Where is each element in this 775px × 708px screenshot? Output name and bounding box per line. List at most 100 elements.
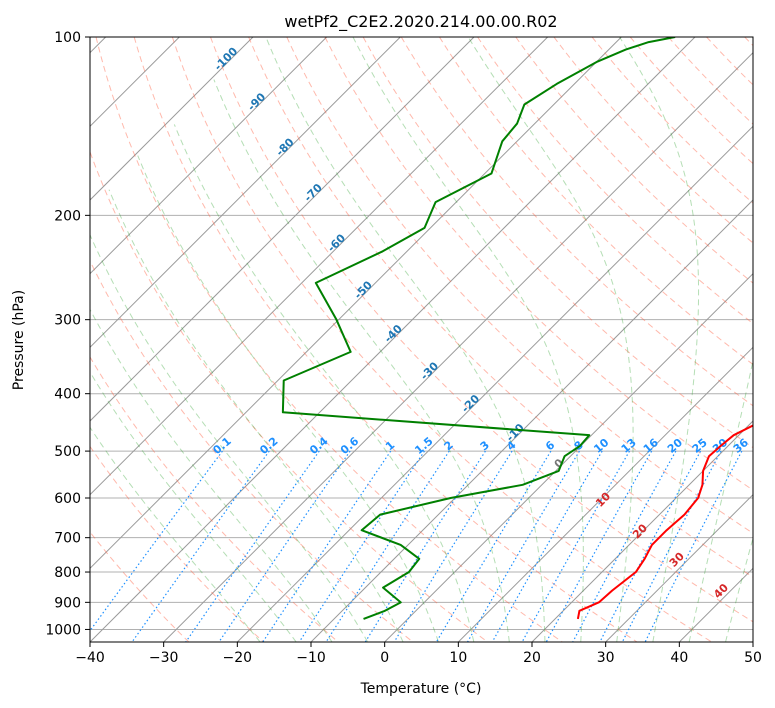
mixing-ratio-label: 1.5 — [412, 435, 435, 457]
x-tick-label: 10 — [449, 650, 467, 666]
dry-adiabat-line — [210, 37, 753, 623]
mixing-ratio-lines — [90, 450, 743, 642]
mixing-ratio-label: 0.4 — [307, 434, 331, 457]
moist-adiabat-label: 30 — [667, 549, 687, 569]
isotherm-line — [90, 37, 622, 570]
mixing-ratio-label: 0.2 — [257, 435, 280, 457]
mixing-ratio-line — [545, 450, 653, 642]
mixing-ratio-line — [521, 450, 631, 642]
dry-adiabat-line — [95, 37, 563, 642]
mixing-ratio-line — [131, 450, 270, 642]
mixing-ratio-label: 10 — [591, 436, 611, 456]
isotherm-line — [605, 493, 753, 642]
dry-adiabat-line — [90, 259, 414, 642]
x-tick-label: 50 — [744, 650, 762, 666]
y-axis: 100 200 300 400 500 600 700 800 900 1000 — [45, 30, 90, 638]
x-tick-label: 20 — [523, 650, 541, 666]
mixing-ratio-line — [572, 450, 677, 642]
dry-adiabat-label: -50 — [352, 278, 375, 301]
moist-adiabat-line — [173, 124, 475, 642]
moist-adiabat-line — [467, 37, 634, 642]
moist-adiabat-line — [90, 426, 261, 642]
isotherm-line — [90, 37, 696, 642]
mixing-ratio-label: 36 — [731, 436, 751, 456]
x-tick-label: −30 — [149, 650, 179, 666]
background-line-labels: -100-90-80-70-60-50-40-30-20-100.1 0.2 0.4… — [210, 44, 751, 601]
dry-adiabat-label: -100 — [212, 44, 241, 73]
dry-adiabat-line — [439, 37, 753, 366]
isotherm-line — [90, 37, 328, 275]
dewpoint-profile — [281, 37, 676, 620]
dry-adiabat-label: -70 — [302, 181, 325, 204]
pressure-gridlines — [90, 37, 753, 630]
isotherm-line — [678, 567, 753, 642]
mixing-ratio-label: 25 — [690, 436, 710, 456]
dry-adiabat-line — [668, 37, 753, 125]
dry-adiabat-label: -40 — [382, 322, 405, 345]
dry-adiabat-line — [90, 150, 488, 642]
dry-adiabat-line — [90, 356, 339, 642]
plot-area: -100-90-80-70-60-50-40-30-20-100.1 0.2 0.4… — [89, 36, 754, 643]
plot-frame — [89, 36, 754, 643]
x-tick-label: 40 — [670, 650, 688, 666]
y-tick-label: 500 — [54, 444, 81, 460]
y-tick-label: 200 — [54, 208, 81, 224]
x-tick-label: −20 — [223, 650, 253, 666]
temperature-profile — [576, 424, 753, 620]
dry-adiabat-line — [286, 37, 753, 534]
dry-adiabat-line — [324, 37, 753, 491]
dry-adiabat-line — [90, 445, 264, 642]
isotherm-line — [90, 37, 475, 422]
mixing-ratio-line — [491, 450, 603, 642]
dry-adiabat-line — [553, 37, 753, 244]
isotherm-line — [384, 272, 753, 642]
y-tick-label: 600 — [54, 491, 81, 507]
isotherm-line — [457, 346, 753, 642]
isotherm-line — [752, 641, 753, 642]
y-tick-label: 400 — [54, 387, 81, 403]
x-tick-label: −40 — [75, 650, 105, 666]
y-tick-label: 900 — [54, 595, 81, 611]
y-tick-label: 800 — [54, 565, 81, 581]
mixing-ratio-label: 0.6 — [338, 434, 362, 457]
moist-adiabat-label: 20 — [630, 521, 650, 541]
moist-adiabat-line — [213, 79, 510, 642]
mixing-ratio-label: 16 — [641, 436, 661, 456]
y-tick-label: 700 — [54, 531, 81, 547]
isotherm-lines — [90, 37, 753, 642]
moist-adiabat-line — [688, 358, 753, 642]
y-tick-label: 100 — [54, 30, 81, 46]
mixing-ratio-line — [364, 450, 486, 642]
moist-adiabat-line — [90, 233, 369, 642]
dry-adiabat-lines — [90, 37, 753, 642]
x-tick-label: −10 — [296, 650, 326, 666]
dry-adiabat-label: -60 — [325, 231, 348, 254]
dry-adiabat-line — [248, 37, 753, 578]
y-tick-label: 300 — [54, 313, 81, 329]
x-axis-title: Temperature (°C) — [360, 681, 482, 697]
mixing-ratio-line — [185, 450, 320, 642]
mixing-ratio-line — [298, 450, 425, 642]
x-tick-label: 30 — [597, 650, 615, 666]
isotherm-line — [90, 37, 401, 349]
dry-adiabat-line — [90, 531, 190, 642]
dry-adiabat-line — [171, 37, 712, 642]
isotherm-line — [531, 420, 753, 642]
dry-adiabat-line — [400, 37, 753, 407]
mixing-ratio-line — [599, 450, 702, 642]
mixing-ratio-line — [644, 450, 743, 642]
isotherm-line — [310, 199, 753, 642]
mixing-ratio-line — [262, 450, 392, 642]
mixing-ratio-line — [218, 450, 351, 642]
mixing-ratio-line — [325, 450, 450, 642]
isotherm-line — [236, 125, 753, 642]
x-axis: −40 −30 −20 −10 0 10 20 30 40 50 — [75, 642, 762, 666]
moist-adiabat-line — [108, 189, 404, 642]
mixing-ratio-line — [393, 450, 513, 642]
mixing-ratio-label: 20 — [665, 436, 685, 456]
x-tick-label: 0 — [380, 650, 389, 666]
dry-adiabat-label: -90 — [245, 90, 268, 113]
mixing-ratio-line — [621, 450, 722, 642]
chart-title: wetPf2_C2E2.2020.214.00.00.R02 — [284, 12, 557, 32]
